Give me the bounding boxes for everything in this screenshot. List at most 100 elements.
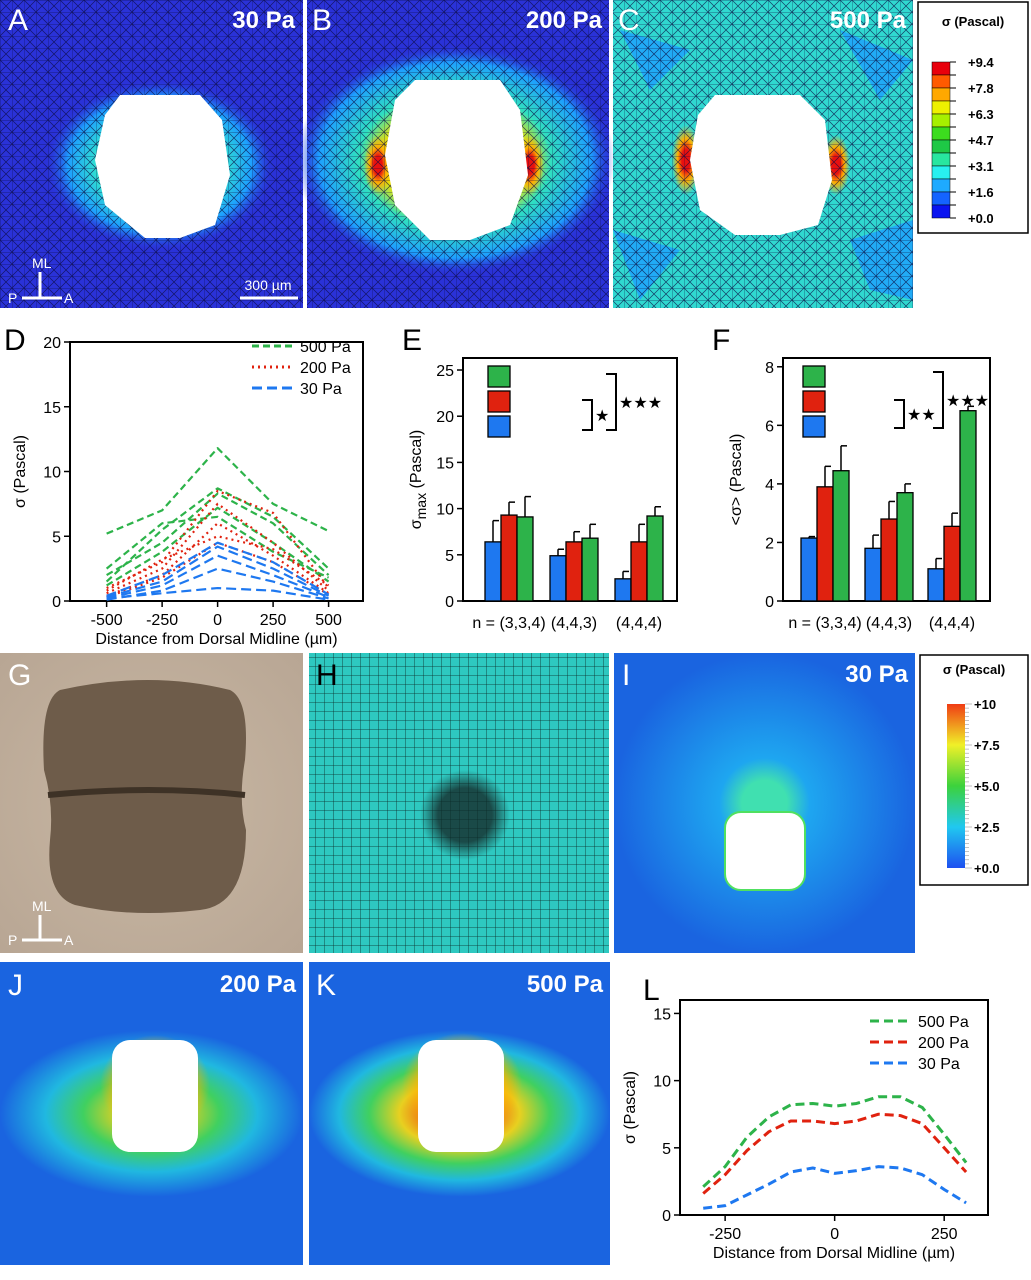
series-line-500-pa — [106, 447, 330, 535]
series-line-500-pa — [702, 1095, 968, 1188]
panel-letter: G — [8, 659, 31, 692]
panel-letter: B — [312, 4, 332, 37]
legend-label: 500 Pa — [918, 1014, 969, 1031]
chart-l: 0 5 10 15 -250 0 250 Distance from Dorsal Midli… — [622, 999, 989, 1262]
category-label: (4,4,3) — [866, 615, 912, 632]
colorbar-discrete: σ (Pascal) +9.4 +7.8 +6.3 +4.7 +3.1 +1.6 +0.0 — [917, 1, 1029, 234]
panel-j-stress-field: J 200 Pa — [0, 962, 303, 1265]
significance-bracket — [582, 399, 593, 431]
pressure-label: 30 Pa — [232, 7, 295, 34]
pressure-label: 500 Pa — [527, 971, 604, 998]
x-tick-label: -500 — [91, 612, 123, 629]
y-axis-label: σ (Pascal) — [12, 435, 29, 508]
y-tick-label: 5 — [662, 1141, 671, 1158]
y-axis-label-main: σ — [408, 519, 425, 529]
x-tick-label: 0 — [213, 612, 222, 629]
series-line-200-pa — [106, 535, 330, 592]
svg-text:ML: ML — [32, 898, 52, 914]
series-line-30-pa — [106, 567, 329, 601]
y-tick-label: 6 — [765, 418, 774, 435]
panel-letter-d: D — [4, 324, 26, 357]
x-tick-label: 250 — [260, 612, 287, 629]
series-line-500-pa — [106, 492, 330, 577]
panel-c-stress-map: C 500 Pa — [613, 0, 913, 308]
legend-swatch — [802, 365, 826, 388]
bar-200-pa — [816, 486, 834, 602]
colorbar-swatch — [931, 113, 951, 128]
colorbar-swatch — [931, 126, 951, 141]
colorbar-swatch — [931, 165, 951, 180]
significance-stars: ★★★ — [946, 393, 989, 410]
y-tick-label: 5 — [445, 548, 454, 565]
bar-30-pa — [800, 537, 818, 602]
x-tick-label: 0 — [830, 1226, 839, 1243]
category-label: (4,4,4) — [929, 615, 975, 632]
x-tick-label: 250 — [931, 1226, 958, 1243]
svg-text:ML: ML — [32, 255, 52, 271]
pressure-label: 500 Pa — [830, 7, 907, 34]
series-line-30-pa — [106, 586, 329, 601]
y-tick-label: 15 — [653, 1006, 671, 1023]
embryo-hole — [724, 811, 806, 891]
colorbar-tick-label: +3.1 — [968, 159, 994, 174]
y-tick-label: 0 — [445, 594, 454, 611]
bar-500-pa — [832, 470, 850, 602]
colorbar-continuous: σ (Pascal) +10 +7.5 +5.0 +2.5 +0.0 — [919, 654, 1029, 886]
bar-200-pa — [880, 518, 898, 602]
embryo-hole — [418, 1040, 504, 1152]
bar-30-pa — [549, 555, 567, 602]
x-tick-label: -250 — [146, 612, 178, 629]
legend-swatch — [487, 390, 511, 413]
legend-swatch — [802, 390, 826, 413]
category-label: n = (3,3,4) — [472, 615, 545, 632]
colorbar-tick-label: +0.0 — [968, 211, 994, 226]
colorbar-swatch — [931, 178, 951, 193]
colorbar-tick-label: +9.4 — [968, 55, 994, 70]
series-line-30-pa — [703, 1165, 967, 1210]
panel-letter-l: L — [643, 974, 660, 1007]
bar-200-pa — [943, 525, 961, 602]
pressure-label: 30 Pa — [845, 661, 908, 688]
orientation-axes: ML P A — [8, 898, 74, 948]
panel-b-stress-map: B 200 Pa — [295, 0, 615, 308]
series-line-30-pa — [106, 554, 330, 600]
colorbar-tick-label: +7.8 — [968, 81, 994, 96]
y-tick-label: 0 — [52, 594, 61, 611]
colorbar-swatch — [931, 61, 951, 76]
y-tick-label: 5 — [52, 529, 61, 546]
colorbar-tick-label: +1.6 — [968, 185, 994, 200]
chart-d: 0 5 10 15 20 -500 -250 0 250 500 Distance from Dor… — [12, 335, 364, 648]
y-axis-label-sub: max — [413, 493, 429, 519]
category-label: n = (3,3,4) — [788, 615, 861, 632]
panel-g-embryo-photo: G ML P A — [0, 653, 303, 953]
panel-letter: I — [622, 659, 630, 692]
pressure-label: 200 Pa — [220, 971, 297, 998]
x-axis-label: Distance from Dorsal Midline (µm) — [713, 1245, 955, 1262]
embryo-hole — [95, 95, 230, 238]
series-line-200-pa — [702, 1112, 968, 1195]
y-tick-label: 2 — [765, 535, 774, 552]
embryo-hole — [112, 1040, 198, 1152]
pressure-label: 200 Pa — [526, 7, 603, 34]
colorbar-title: σ (Pascal) — [943, 662, 1005, 677]
svg-text:P: P — [8, 290, 17, 306]
series-line-200-pa — [106, 502, 330, 595]
panel-h-fem-mesh: H — [309, 653, 609, 953]
panel-letter: A — [8, 4, 28, 37]
colorbar-tick-label: +6.3 — [968, 107, 994, 122]
y-tick-label: 20 — [43, 335, 61, 352]
colorbar-tick-label: +10 — [974, 697, 996, 712]
chart-f: 0 2 4 6 8 <σ> (Pascal) n = (3,3,4) (4,4,3) (4,4,… — [728, 357, 991, 632]
colorbar-tick-label: +5.0 — [974, 779, 1000, 794]
significance-stars: ★★★ — [619, 395, 662, 412]
bar-30-pa — [927, 568, 945, 602]
embryo-explant — [43, 680, 247, 914]
significance-stars: ★ — [595, 408, 609, 425]
y-tick-label: 4 — [765, 477, 774, 494]
bar-500-pa — [896, 492, 914, 602]
y-tick-label: 25 — [436, 363, 454, 380]
y-axis-label: σ (Pascal) — [622, 1071, 639, 1144]
series-line-200-pa — [106, 489, 330, 590]
bar-30-pa — [614, 578, 632, 602]
